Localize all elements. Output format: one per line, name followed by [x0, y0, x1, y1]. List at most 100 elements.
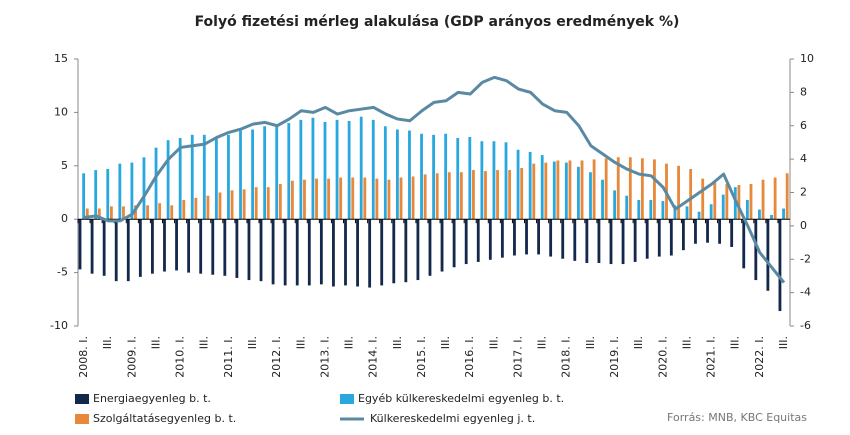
bar — [94, 170, 98, 220]
bar — [199, 219, 203, 274]
bar — [187, 219, 191, 273]
bar — [745, 199, 749, 220]
bar — [609, 219, 613, 265]
bar — [206, 195, 210, 220]
bar — [613, 190, 617, 220]
bar — [275, 125, 279, 220]
bar — [640, 158, 644, 220]
x-tick-label: III. — [343, 336, 356, 349]
bar — [585, 219, 589, 263]
bar — [194, 197, 198, 220]
bar — [307, 219, 311, 286]
bar — [476, 219, 480, 262]
x-tick-label: 2017. I. — [511, 336, 524, 378]
y2-tick-label: 6 — [800, 119, 807, 132]
legend-swatch — [340, 394, 354, 404]
bar — [537, 219, 540, 255]
bar — [134, 205, 137, 220]
x-tick-label: 2015. I. — [415, 336, 428, 378]
x-tick-label: III. — [391, 336, 404, 349]
x-tick-label: 2008. I. — [77, 336, 90, 378]
bar — [601, 179, 604, 220]
bar — [464, 219, 468, 265]
bar — [82, 173, 86, 220]
bar — [758, 209, 761, 220]
bar — [742, 219, 746, 269]
x-tick-label: 2022. I. — [753, 336, 766, 378]
bar — [616, 157, 620, 220]
bar — [356, 219, 359, 287]
bar — [170, 205, 174, 220]
chart-title: Folyó fizetési mérleg alakulása (GDP ará… — [195, 14, 680, 30]
bar — [218, 192, 222, 220]
bar — [432, 134, 436, 220]
x-tick-label: 2010. I. — [174, 336, 187, 378]
bar — [459, 172, 463, 220]
bar — [730, 219, 734, 247]
bar — [383, 126, 387, 220]
bar — [290, 180, 294, 220]
bar — [589, 172, 592, 220]
source: Forrás: MNB, KBC Equitas — [667, 411, 807, 424]
bar — [371, 119, 375, 220]
bar — [657, 219, 661, 257]
bar — [78, 219, 82, 270]
bar — [223, 219, 227, 276]
bar — [106, 169, 110, 220]
bar — [685, 206, 689, 220]
bar — [339, 177, 343, 220]
bar — [178, 138, 182, 220]
bar — [344, 219, 347, 286]
bar — [190, 134, 194, 220]
x-tick-label: 2013. I. — [318, 336, 331, 378]
bar — [126, 219, 130, 282]
x-tick-label: 2019. I. — [608, 336, 621, 378]
bar — [332, 219, 335, 287]
bar — [681, 219, 685, 251]
bar — [754, 219, 758, 281]
bar — [721, 194, 725, 220]
y-tick-label: 0 — [61, 212, 68, 225]
bar — [520, 167, 524, 220]
bar — [625, 195, 629, 220]
x-tick-label: 2009. I. — [125, 336, 138, 378]
bar — [368, 219, 372, 288]
bar — [408, 130, 411, 220]
x-tick-label: III. — [294, 336, 307, 349]
x-tick-label: III. — [729, 336, 742, 349]
bar — [677, 165, 680, 220]
bar — [761, 179, 765, 220]
bar — [395, 129, 399, 220]
y2-tick-label: 8 — [800, 85, 807, 98]
bar — [278, 183, 282, 220]
bar — [452, 219, 456, 268]
bar — [713, 181, 717, 220]
bar — [580, 160, 584, 220]
bar — [251, 129, 254, 220]
bar — [540, 155, 544, 220]
bar — [435, 173, 439, 220]
bar — [472, 170, 475, 220]
bar — [633, 219, 637, 262]
bar — [496, 170, 499, 220]
bar — [230, 190, 234, 220]
bar — [785, 173, 789, 220]
bar — [428, 219, 432, 276]
x-tick-label: 2014. I. — [367, 336, 380, 378]
bar — [214, 136, 218, 220]
bar — [500, 219, 504, 258]
y2-tick-label: -2 — [800, 252, 811, 265]
bar — [689, 169, 693, 220]
bar — [154, 147, 158, 220]
x-tick-label: 2012. I. — [270, 336, 283, 378]
legend-swatch — [75, 394, 89, 404]
bar — [283, 219, 287, 286]
y-tick-label: -5 — [57, 266, 68, 279]
bar — [709, 204, 713, 220]
bar — [85, 208, 89, 220]
bar — [423, 174, 427, 220]
bar — [399, 177, 403, 220]
bar — [259, 219, 263, 282]
bar — [480, 141, 484, 220]
bar — [484, 171, 487, 220]
